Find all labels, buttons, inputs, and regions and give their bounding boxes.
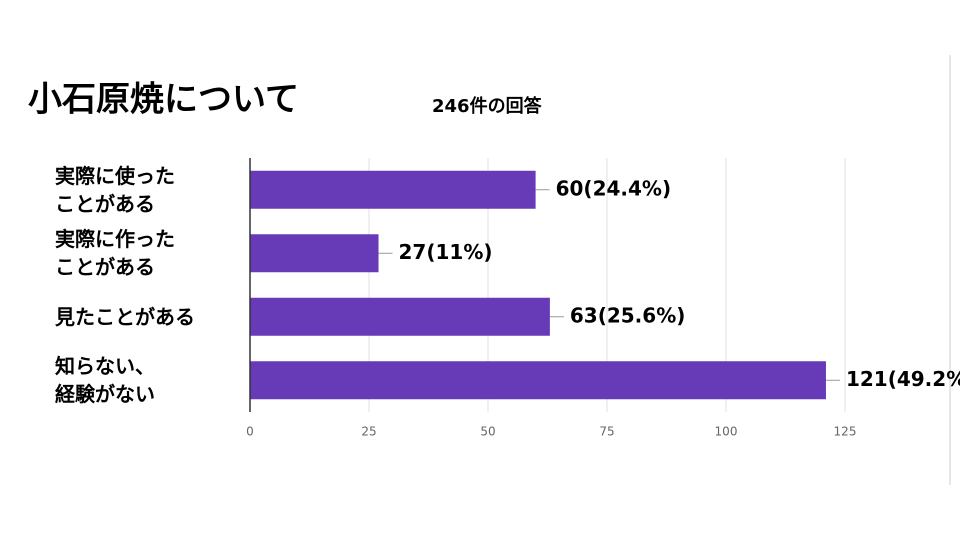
chart-title: 小石原焼について — [28, 80, 299, 120]
x-tick-label: 75 — [599, 425, 614, 439]
bar — [250, 297, 550, 336]
chart-subtitle: 246件の回答 — [432, 95, 543, 117]
category-label: 見たことがある — [55, 304, 195, 329]
bar — [250, 170, 536, 209]
bar — [250, 361, 826, 400]
x-tick-label: 25 — [361, 425, 376, 439]
bar — [250, 234, 379, 273]
value-label: 121(49.2%) — [846, 367, 960, 391]
x-tick-label: 0 — [246, 425, 254, 439]
x-tick-label: 50 — [480, 425, 495, 439]
value-label: 63(25.6%) — [570, 303, 686, 327]
category-label: 実際に作った ことがある — [55, 227, 175, 280]
value-label: 60(24.4%) — [556, 176, 672, 200]
category-label: 知らない、 経験がない — [55, 354, 155, 407]
x-tick-label: 100 — [715, 425, 738, 439]
value-label: 27(11%) — [399, 240, 493, 264]
x-tick-label: 125 — [834, 425, 857, 439]
category-label: 実際に使った ことがある — [55, 163, 175, 216]
